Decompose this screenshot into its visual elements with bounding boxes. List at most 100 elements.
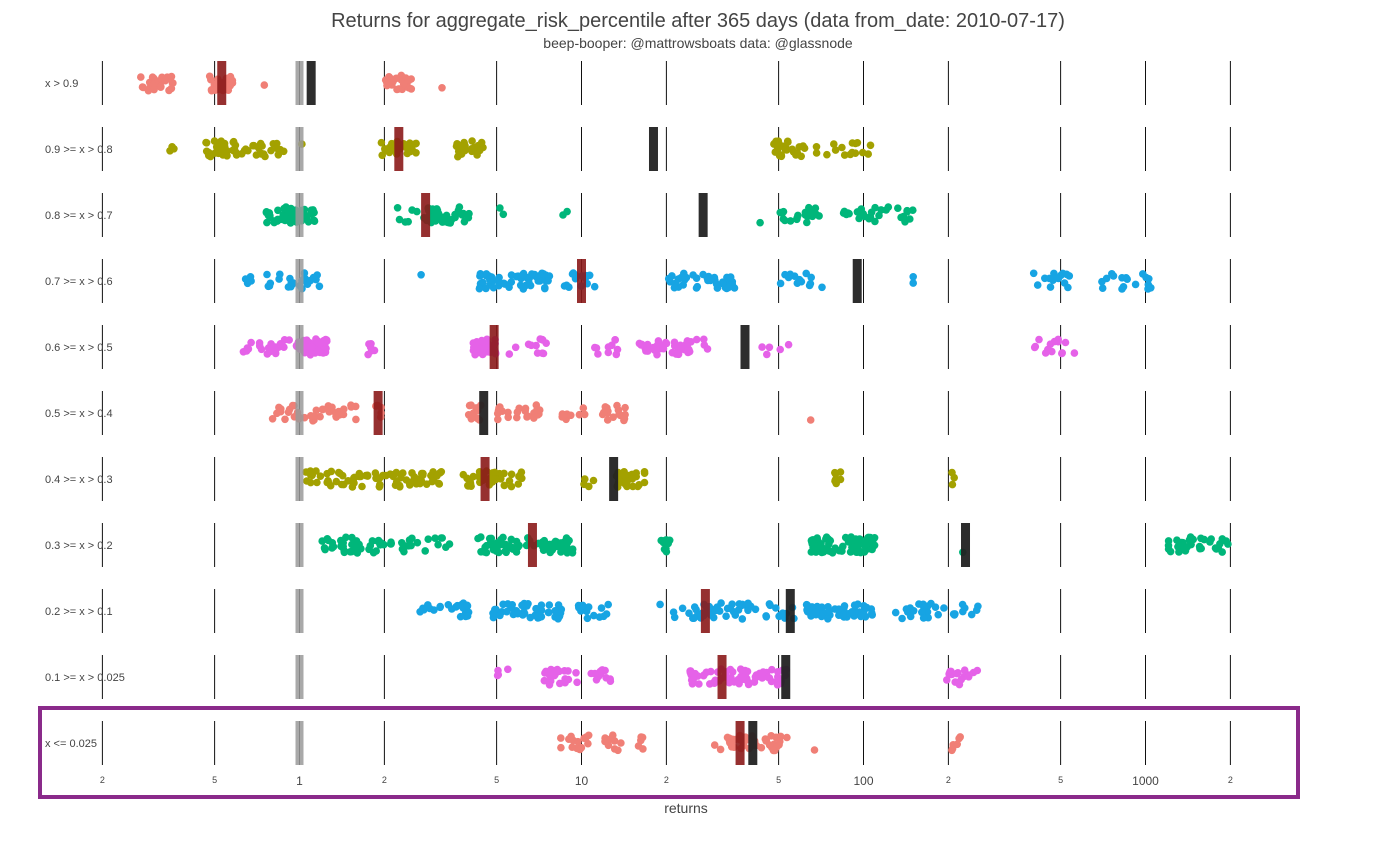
data-point (613, 345, 622, 354)
median-marker (217, 61, 227, 105)
data-point (604, 600, 612, 609)
data-point (672, 350, 680, 358)
data-point (539, 349, 548, 358)
data-point (638, 733, 647, 742)
data-point (436, 603, 444, 612)
data-point (795, 143, 804, 151)
data-point (806, 280, 815, 288)
data-point (1060, 279, 1069, 287)
data-point (844, 209, 852, 217)
data-point (316, 412, 324, 421)
data-point (803, 607, 812, 616)
data-point (263, 270, 271, 279)
data-point (700, 335, 708, 344)
data-point (738, 615, 747, 623)
data-point (494, 670, 503, 679)
data-point (281, 216, 289, 225)
data-point (313, 478, 321, 487)
chart-subtitle: beep-booper: @mattrowsboats data: @glass… (543, 35, 853, 51)
data-point (700, 671, 708, 679)
data-point (505, 477, 514, 485)
data-point (724, 283, 733, 292)
data-point (494, 277, 503, 286)
x-tick-label: 2 (664, 775, 669, 785)
data-point (869, 535, 877, 544)
data-point (584, 739, 592, 748)
data-point (840, 602, 849, 610)
data-point (477, 533, 485, 541)
data-point (148, 73, 157, 81)
data-point (818, 603, 826, 611)
median-marker (373, 391, 383, 435)
data-point (554, 601, 563, 609)
data-point (411, 140, 419, 148)
data-point (803, 218, 811, 227)
data-point (583, 614, 592, 623)
data-point (557, 743, 565, 752)
data-point (629, 482, 637, 491)
data-point (569, 736, 577, 745)
data-point (504, 665, 512, 674)
data-point (496, 611, 504, 620)
data-point (533, 349, 542, 357)
data-point (662, 538, 671, 547)
data-point (434, 210, 442, 219)
data-point (323, 478, 332, 487)
x-axis-title: returns (664, 800, 708, 816)
baseline-marker (295, 193, 304, 237)
mean-marker (781, 655, 791, 699)
data-point (424, 601, 432, 609)
data-point (273, 144, 281, 153)
data-point (1070, 349, 1079, 357)
data-point (831, 477, 839, 485)
data-point (545, 540, 554, 549)
data-point (1058, 349, 1066, 358)
data-point (424, 535, 433, 543)
data-point (419, 471, 427, 479)
data-point (906, 612, 915, 621)
data-point (670, 338, 679, 347)
mean-marker (740, 325, 750, 369)
data-point (231, 141, 240, 150)
data-point (399, 469, 407, 477)
data-point (894, 204, 902, 212)
data-point (392, 74, 401, 83)
data-point (909, 607, 918, 615)
data-point (656, 600, 664, 609)
data-point (919, 614, 928, 622)
row-label: 0.6 >= x > 0.5 (45, 342, 113, 354)
data-point (903, 206, 911, 215)
data-point (337, 542, 345, 551)
data-point (577, 743, 586, 752)
data-point (861, 541, 869, 549)
data-point (562, 281, 571, 290)
data-point (157, 82, 165, 91)
data-point (1218, 548, 1226, 556)
data-point (511, 343, 520, 352)
data-point (524, 340, 533, 349)
data-point (825, 547, 833, 555)
data-point (405, 479, 414, 487)
baseline-marker (295, 325, 304, 369)
data-point (831, 544, 839, 552)
data-point (537, 601, 546, 609)
data-point (773, 141, 781, 150)
data-point (382, 146, 391, 155)
data-point (504, 408, 512, 417)
median-marker (394, 127, 404, 171)
data-point (864, 150, 872, 158)
row-label: 0.7 >= x > 0.6 (45, 276, 113, 288)
data-point (757, 743, 766, 752)
data-point (692, 274, 701, 283)
data-point (528, 270, 536, 278)
data-point (249, 141, 257, 150)
data-point (817, 612, 826, 621)
data-point (413, 207, 421, 216)
data-point (489, 609, 497, 618)
data-point (822, 534, 831, 542)
mean-marker (785, 589, 795, 633)
data-point (831, 468, 839, 477)
median-marker (527, 523, 537, 567)
data-point (507, 271, 516, 279)
data-point (578, 601, 587, 610)
